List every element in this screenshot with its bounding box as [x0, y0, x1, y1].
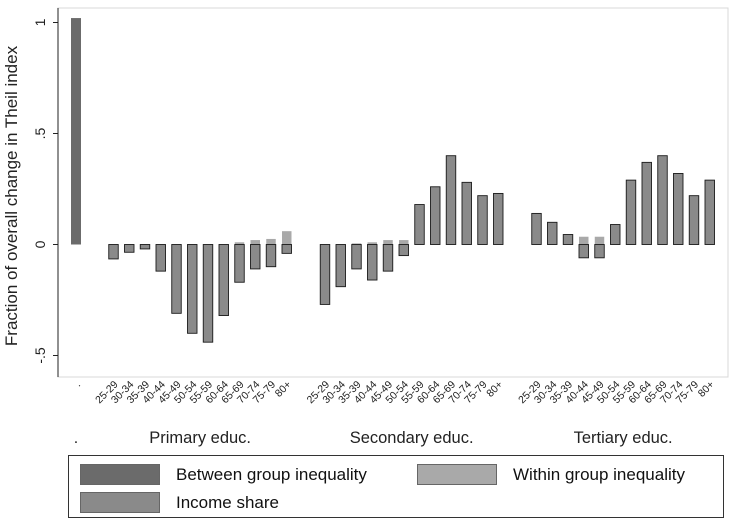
plot-area: 1.50-.5..25-2930-3435-3940-4445-4950-545…: [32, 7, 729, 447]
bar-income-share: [335, 244, 346, 288]
bar-income-share: [367, 244, 378, 281]
bar-income-share: [578, 244, 589, 259]
category-label: 80+: [484, 379, 505, 400]
bar-income-share: [171, 244, 182, 314]
legend-swatch-income: [80, 492, 160, 513]
legend-label-within: Within group inequality: [513, 464, 685, 484]
bar-income-share: [461, 181, 472, 245]
bar-income-share: [265, 244, 277, 268]
group-label: Tertiary educ.: [574, 429, 673, 447]
category-label: .: [73, 379, 84, 390]
legend: Between group inequality Within group in…: [68, 455, 724, 518]
legend-label-income: Income share: [176, 492, 279, 512]
bar-income-share: [625, 179, 637, 245]
y-axis-label: Fraction of overall change in Theil inde…: [2, 45, 21, 346]
bar-between: [71, 18, 81, 245]
bar-income-share: [414, 204, 425, 245]
bar-within: [367, 242, 377, 245]
bar-income-share: [218, 244, 229, 316]
bar-income-share: [234, 244, 245, 283]
bar-within: [282, 231, 292, 245]
bar-income-share: [108, 244, 119, 260]
bar-within: [351, 243, 362, 245]
y-tick-label: -.5: [32, 347, 48, 364]
bar-income-share: [187, 244, 198, 334]
bar-income-share: [547, 221, 558, 245]
bar-within: [234, 242, 245, 245]
legend-item-within: Within group inequality: [417, 464, 685, 485]
bar-income-share: [139, 244, 151, 250]
bar-within: [250, 240, 260, 245]
bar-income-share: [155, 244, 166, 272]
bar-income-share: [688, 195, 700, 245]
bar-income-share: [493, 192, 504, 245]
group-label: Primary educ.: [149, 429, 251, 447]
group-label-between: .: [74, 430, 78, 447]
bar-income-share: [202, 244, 214, 343]
category-label: 80+: [273, 379, 294, 400]
bar-within: [399, 240, 409, 245]
bar-income-share: [673, 173, 684, 245]
legend-item-income: Income share: [80, 492, 279, 513]
legend-swatch-within: [417, 464, 497, 485]
bar-income-share: [319, 244, 331, 305]
bar-income-share: [594, 244, 605, 259]
bar-within: [594, 236, 605, 245]
theil-chart: 1.50-.5..25-2930-3435-3940-4445-4950-545…: [2, 7, 729, 447]
y-tick-label: 0: [32, 240, 48, 248]
category-label: 80+: [696, 379, 717, 400]
bar-income-share: [382, 244, 394, 272]
bar-income-share: [531, 212, 542, 245]
y-tick-label: .5: [32, 127, 48, 139]
bar-income-share: [430, 186, 441, 245]
bar-income-share: [657, 155, 668, 245]
bar-within: [266, 238, 276, 245]
legend-swatch-between: [80, 464, 160, 485]
bar-within: [579, 236, 589, 245]
bar-income-share: [610, 224, 621, 245]
bar-income-share: [250, 244, 261, 270]
bar-income-share: [124, 244, 135, 253]
bar-income-share: [351, 244, 362, 270]
bar-income-share: [704, 179, 715, 245]
bar-income-share: [477, 195, 488, 245]
bar-income-share: [281, 244, 292, 254]
legend-item-between: Between group inequality: [80, 464, 367, 485]
bar-income-share: [445, 155, 457, 245]
bar-within: [383, 240, 393, 245]
legend-label-between: Between group inequality: [176, 464, 367, 484]
bar-income-share: [641, 161, 652, 245]
bar-income-share: [398, 244, 409, 257]
bar-income-share: [562, 234, 574, 245]
group-label: Secondary educ.: [350, 429, 474, 447]
y-tick-label: 1: [32, 18, 48, 26]
